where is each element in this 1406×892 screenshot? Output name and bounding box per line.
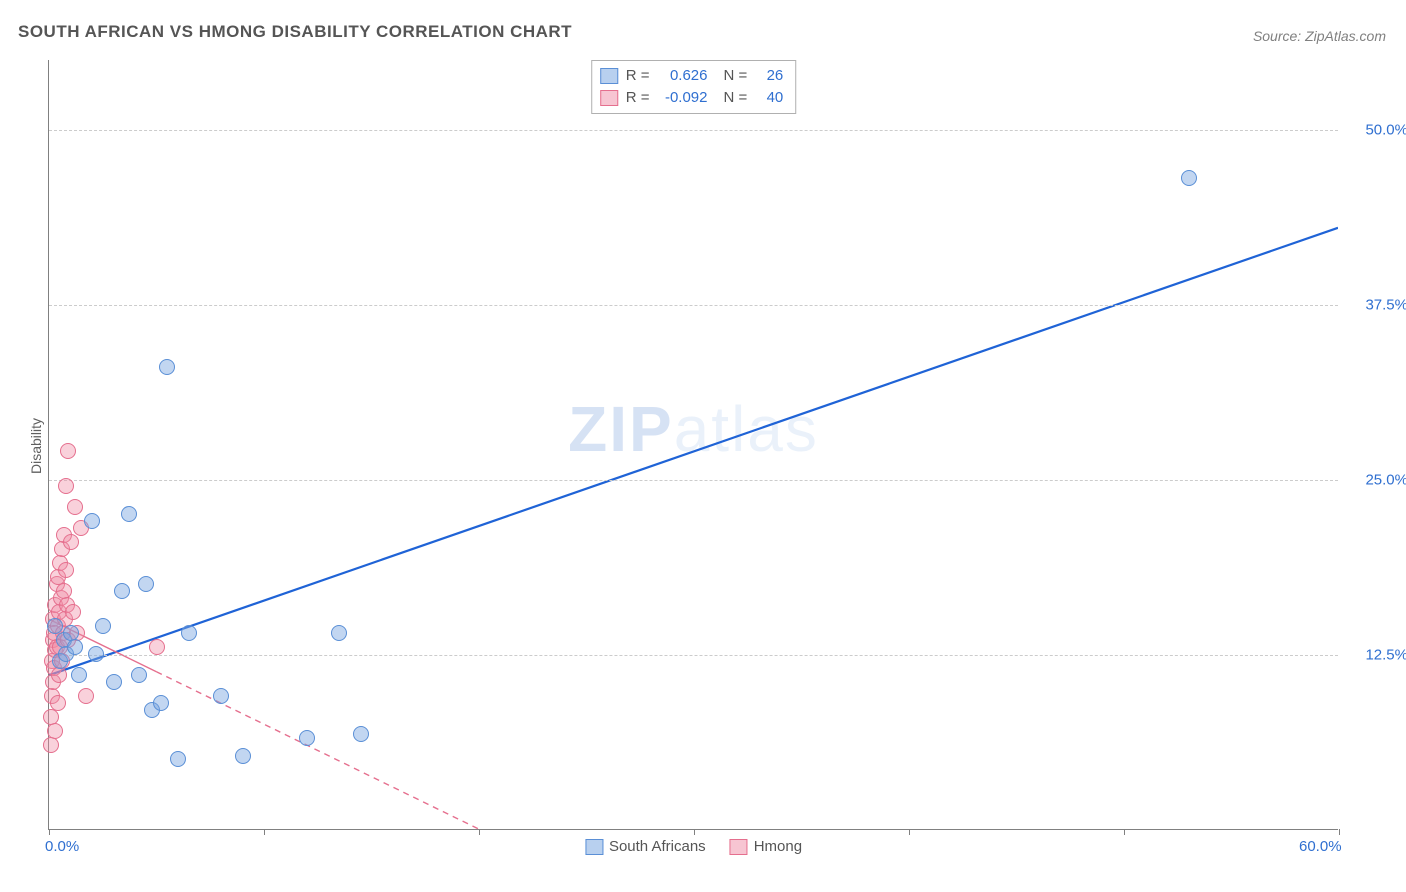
x-tick: [694, 829, 695, 835]
regression-lines: [49, 60, 1338, 829]
y-tick-label: 50.0%: [1348, 122, 1406, 139]
scatter-point: [170, 751, 186, 767]
scatter-point: [213, 688, 229, 704]
x-tick-label: 60.0%: [1299, 838, 1342, 855]
scatter-point: [159, 359, 175, 375]
scatter-point: [95, 618, 111, 634]
chart-title: SOUTH AFRICAN VS HMONG DISABILITY CORREL…: [18, 22, 572, 42]
scatter-point: [114, 583, 130, 599]
y-tick-label: 37.5%: [1348, 297, 1406, 314]
scatter-point: [235, 748, 251, 764]
stats-row: R = -0.092 N = 40: [600, 87, 784, 109]
x-tick: [1124, 829, 1125, 835]
watermark: ZIPatlas: [568, 392, 819, 466]
scatter-point: [131, 667, 147, 683]
scatter-point: [51, 667, 67, 683]
y-tick-label: 25.0%: [1348, 472, 1406, 489]
scatter-point: [1181, 170, 1197, 186]
stat-label-n: N =: [724, 87, 748, 109]
scatter-point: [331, 625, 347, 641]
scatter-point: [58, 562, 74, 578]
gridline-horizontal: [49, 305, 1338, 306]
legend-swatch: [600, 90, 618, 106]
scatter-point: [353, 726, 369, 742]
scatter-point: [43, 737, 59, 753]
scatter-point: [67, 639, 83, 655]
legend-label: South Africans: [609, 838, 706, 855]
scatter-point: [47, 723, 63, 739]
scatter-point: [60, 443, 76, 459]
scatter-point: [50, 695, 66, 711]
scatter-point: [121, 506, 137, 522]
legend-bottom: South Africans Hmong: [585, 838, 802, 855]
stat-label-r: R =: [626, 65, 650, 87]
scatter-point: [299, 730, 315, 746]
scatter-point: [88, 646, 104, 662]
correlation-stats-box: R = 0.626 N = 26 R = -0.092 N = 40: [591, 60, 797, 114]
stat-value-n: 40: [755, 87, 783, 109]
scatter-point: [149, 639, 165, 655]
x-tick-label: 0.0%: [45, 838, 79, 855]
scatter-point: [106, 674, 122, 690]
scatter-point: [84, 513, 100, 529]
stat-value-r: 0.626: [658, 65, 708, 87]
x-tick: [909, 829, 910, 835]
stat-label-r: R =: [626, 87, 650, 109]
x-tick: [1339, 829, 1340, 835]
plot-area: ZIPatlas R =0.626N =26R =-0.092N =40 Sou…: [48, 60, 1338, 830]
gridline-horizontal: [49, 130, 1338, 131]
legend-label: Hmong: [754, 838, 802, 855]
scatter-point: [153, 695, 169, 711]
scatter-point: [138, 576, 154, 592]
scatter-point: [58, 478, 74, 494]
scatter-point: [67, 499, 83, 515]
legend-item: Hmong: [730, 838, 802, 855]
source-attribution: Source: ZipAtlas.com: [1253, 28, 1386, 44]
legend-swatch: [600, 68, 618, 84]
scatter-point: [181, 625, 197, 641]
y-tick-label: 12.5%: [1348, 647, 1406, 664]
stat-value-r: -0.092: [658, 87, 708, 109]
scatter-point: [71, 667, 87, 683]
legend-item: South Africans: [585, 838, 706, 855]
gridline-horizontal: [49, 480, 1338, 481]
x-tick: [479, 829, 480, 835]
x-tick: [264, 829, 265, 835]
legend-swatch: [585, 839, 603, 855]
chart-container: SOUTH AFRICAN VS HMONG DISABILITY CORREL…: [0, 0, 1406, 892]
legend-swatch: [730, 839, 748, 855]
scatter-point: [65, 604, 81, 620]
scatter-point: [78, 688, 94, 704]
stat-label-n: N =: [724, 65, 748, 87]
y-axis-label: Disability: [28, 418, 44, 474]
stats-row: R = 0.626 N = 26: [600, 65, 784, 87]
gridline-horizontal: [49, 655, 1338, 656]
x-tick: [49, 829, 50, 835]
scatter-point: [63, 534, 79, 550]
stat-value-n: 26: [755, 65, 783, 87]
